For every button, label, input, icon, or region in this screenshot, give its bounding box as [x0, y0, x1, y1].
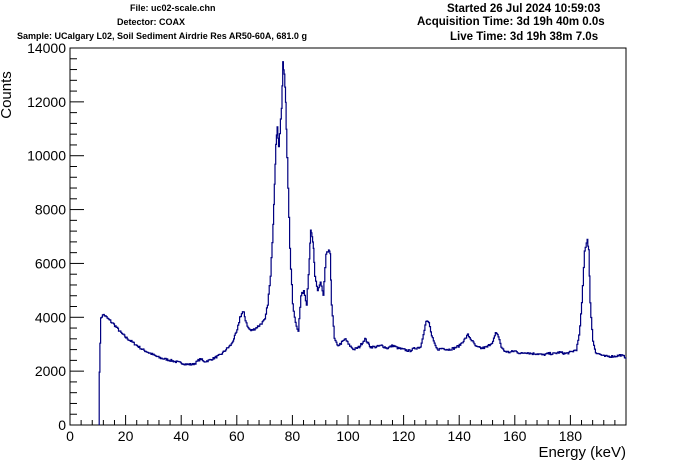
plot-frame [69, 47, 627, 426]
y-axis-label: Counts [0, 71, 15, 119]
y-tick-label: 8000 [35, 202, 66, 218]
header-file: File: uc02-scale.chn [130, 3, 216, 13]
y-tick-label: 12000 [27, 94, 66, 110]
x-tick-label: 120 [392, 428, 416, 444]
x-tick-label: 20 [118, 428, 134, 444]
x-tick-label: 60 [229, 428, 245, 444]
x-tick-label: 100 [336, 428, 360, 444]
spectrum-line [98, 61, 627, 425]
x-tick-label: 160 [503, 428, 527, 444]
x-tick-label: 40 [173, 428, 189, 444]
header-detector: Detector: COAX [117, 17, 186, 27]
header-acquisition: Acquisition Time: 3d 19h 40m 0.0s [417, 16, 605, 28]
y-tick-label: 2000 [35, 363, 66, 379]
x-tick-label: 0 [66, 428, 74, 444]
y-tick-label: 10000 [27, 148, 66, 164]
y-tick-label: 6000 [35, 255, 66, 271]
header-started: Started 26 Jul 2024 10:59:03 [447, 3, 601, 15]
y-tick-label: 0 [58, 417, 66, 433]
axis-ticks [69, 47, 627, 426]
header-sample: Sample: UCalgary L02, Soil Sediment Aird… [17, 31, 307, 41]
x-tick-label: 140 [448, 428, 472, 444]
y-tick-label: 14000 [27, 40, 66, 56]
axis-tick-labels: 0 20 40 60 80 100 120 140 160 180 0 2000 4000 6000 800… [27, 40, 582, 444]
y-tick-label: 4000 [35, 309, 66, 325]
header-live: Live Time: 3d 19h 38m 7.0s [450, 31, 599, 43]
x-axis-label: Energy (keV) [538, 444, 626, 461]
x-tick-label: 180 [559, 428, 583, 444]
x-tick-label: 80 [285, 428, 301, 444]
